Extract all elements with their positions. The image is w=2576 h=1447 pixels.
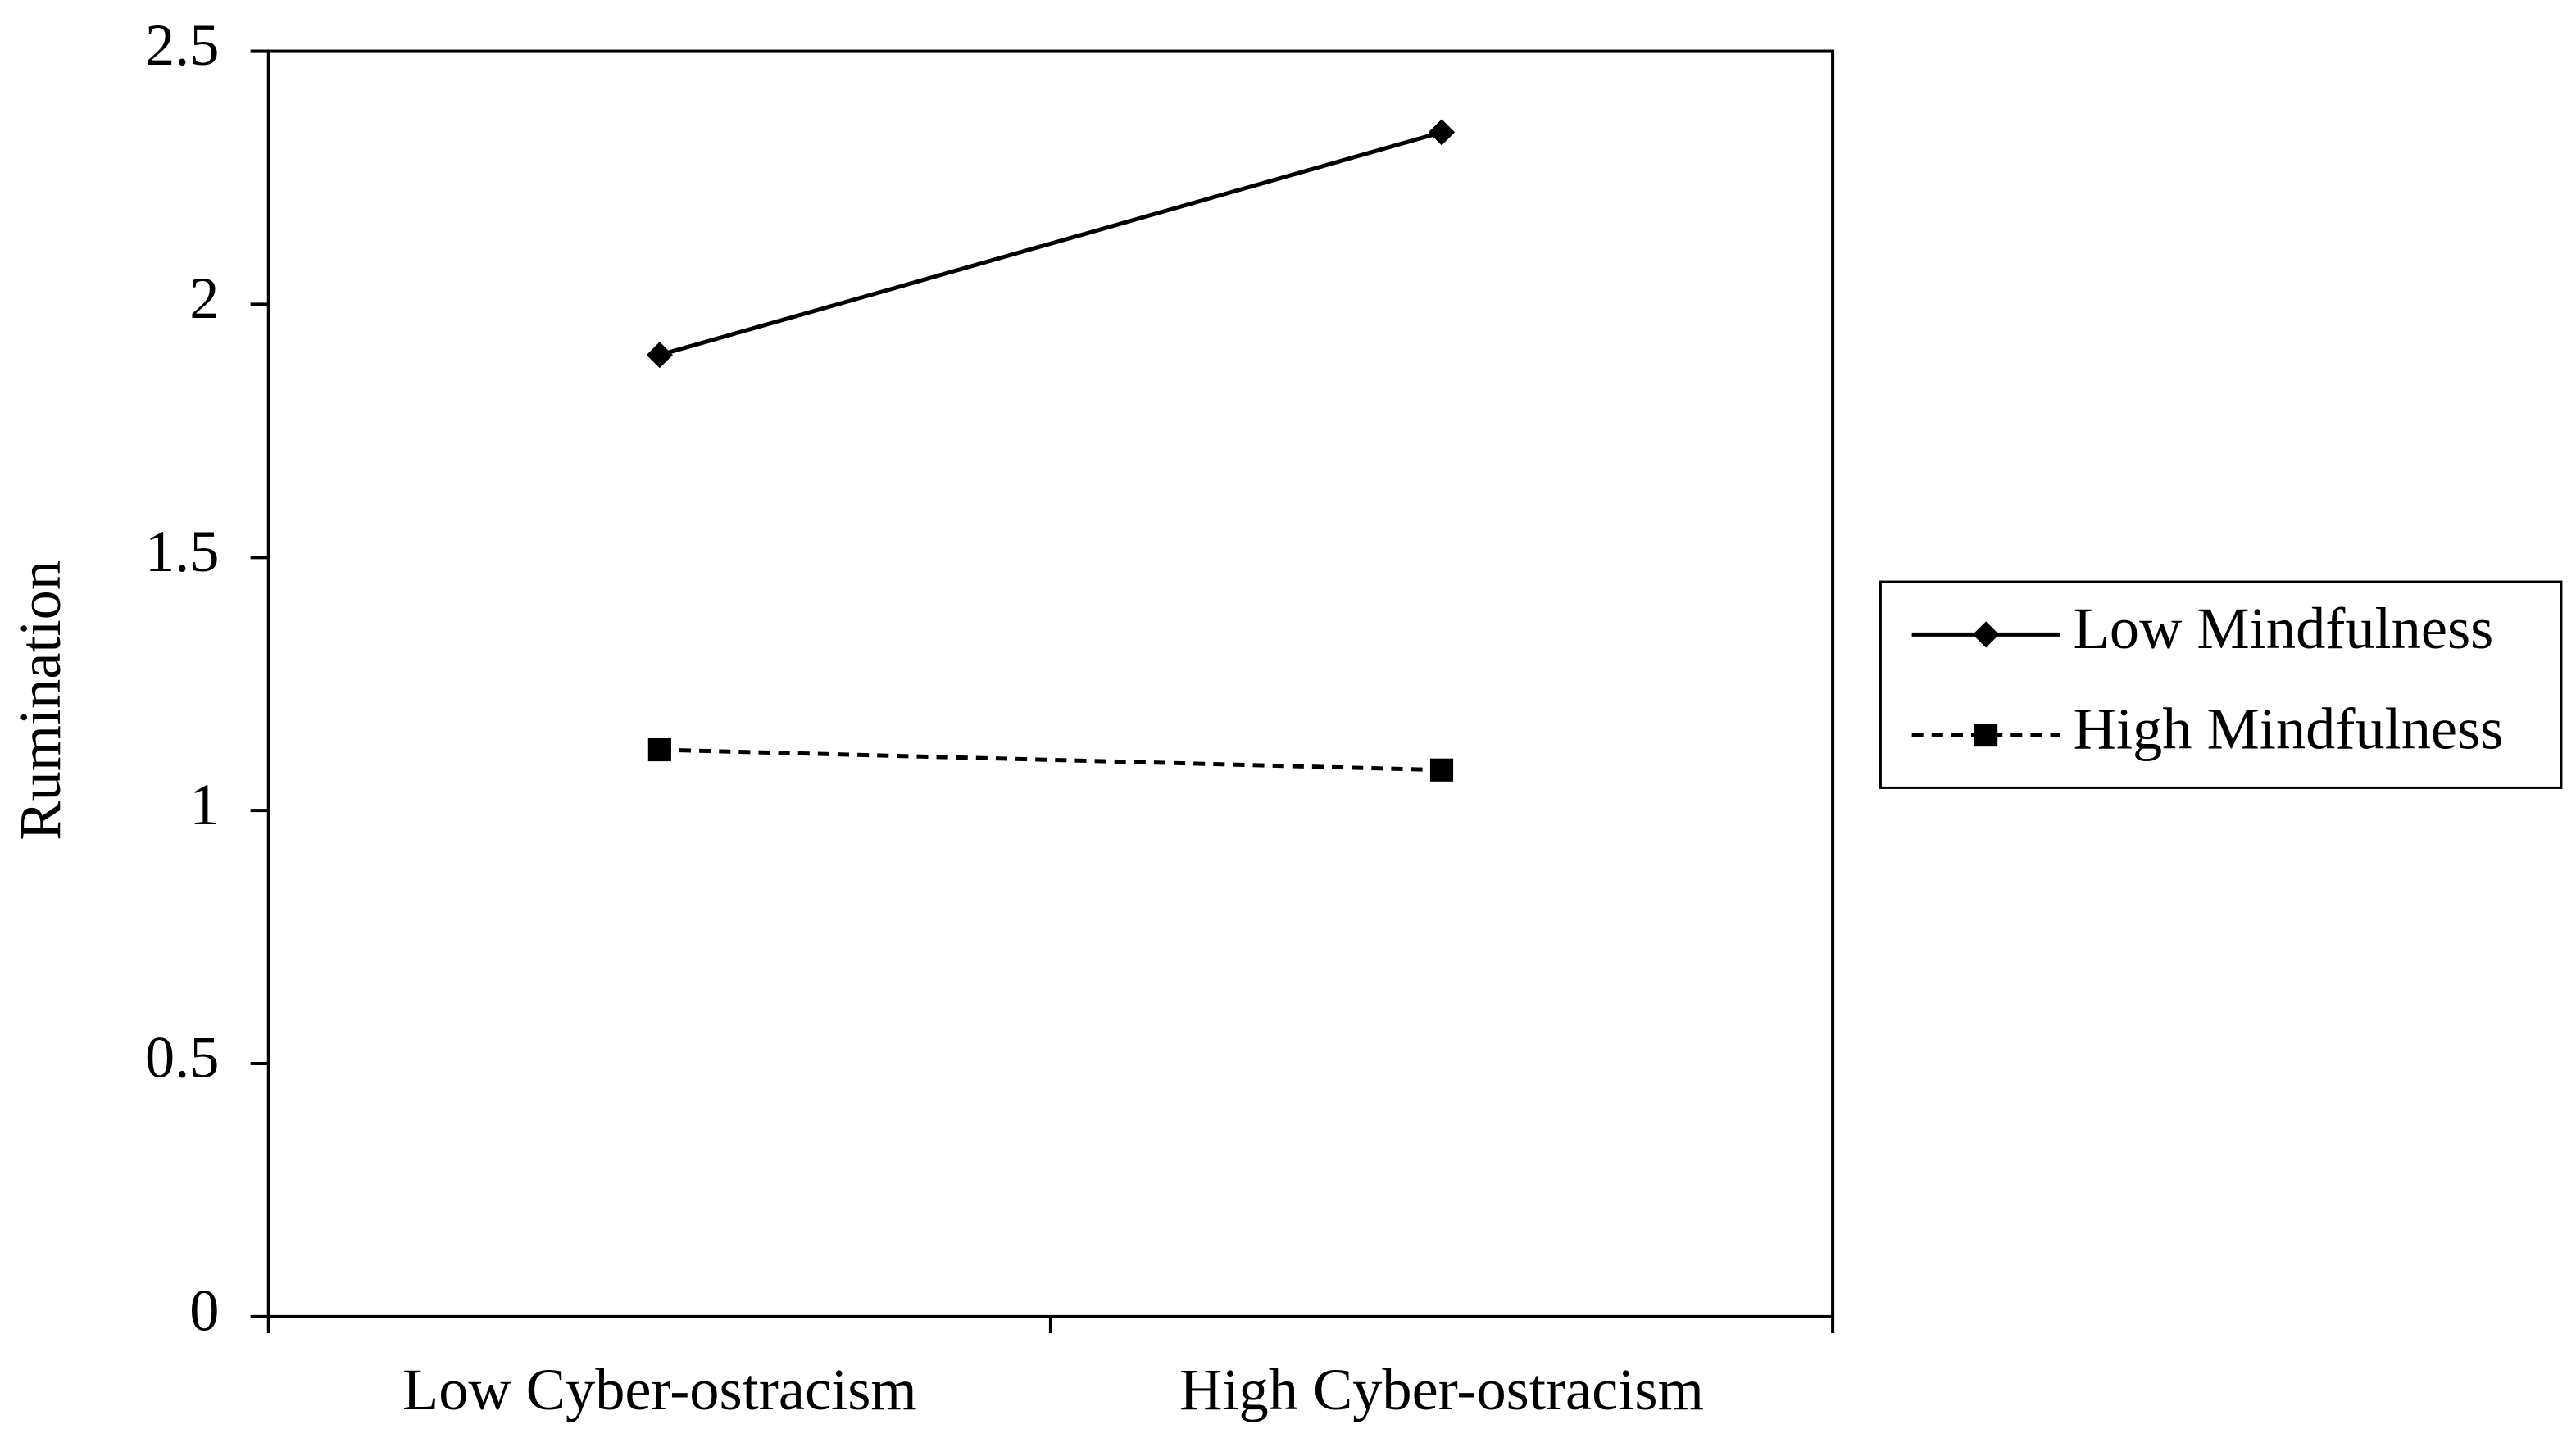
marker [646,342,673,369]
legend-label: Low Mindfulness [2074,595,2494,661]
legend-label: High Mindfulness [2074,696,2504,762]
y-tick-label: 0.5 [145,1024,219,1091]
legend-box [1879,580,2563,789]
y-tick-label: 1.5 [145,518,219,584]
y-axis-label: Rumination [7,560,73,841]
y-tick-label: 2.5 [145,11,219,78]
y-tick-label: 1 [189,771,219,837]
x-tick-label: High Cyber-ostracism [1179,1356,1704,1422]
legend-marker [1974,724,1998,747]
y-tick-label: 2 [189,265,219,331]
legend-marker [1973,621,2000,648]
series-line [659,129,1442,357]
marker [1429,758,1454,782]
marker [647,737,671,762]
y-tick-label: 0 [189,1277,219,1344]
x-tick-label: Low Cyber-ostracism [402,1356,917,1422]
